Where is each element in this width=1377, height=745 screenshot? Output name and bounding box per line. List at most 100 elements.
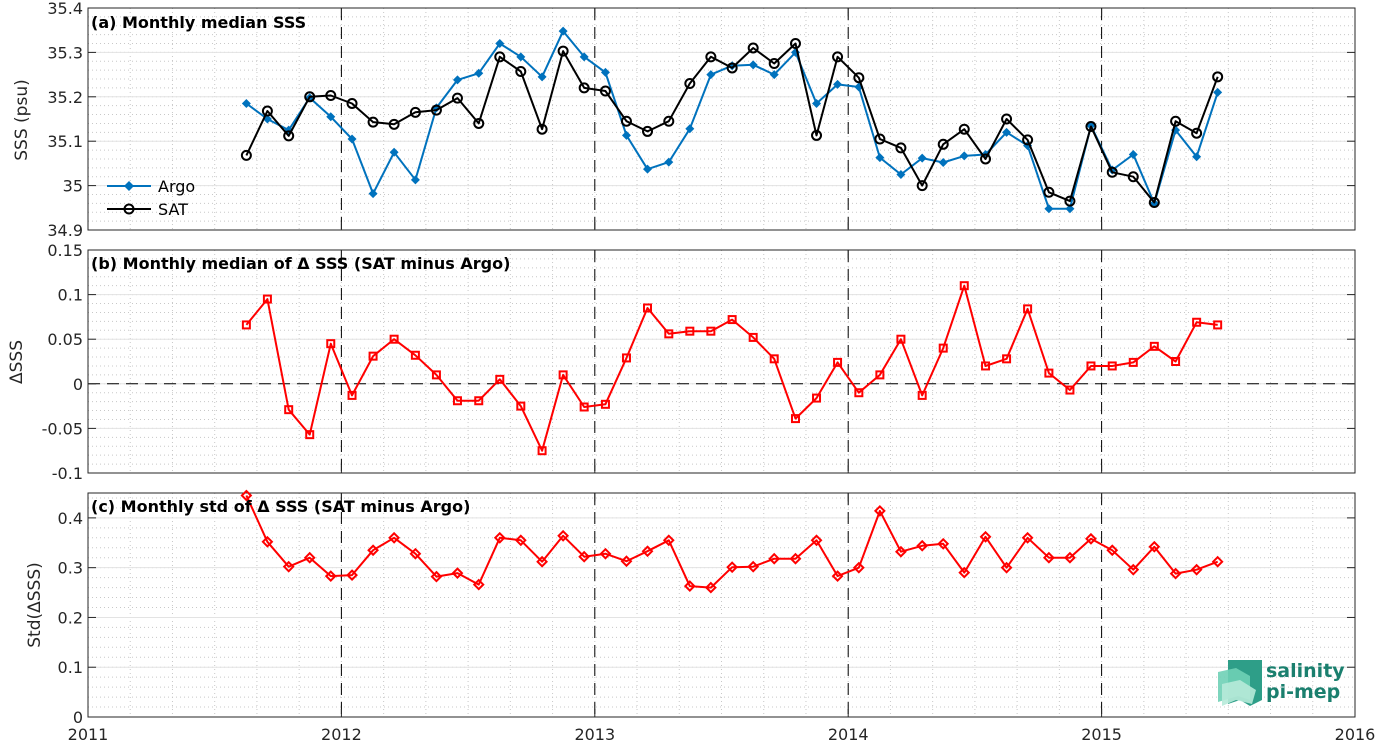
data-point (409, 106, 421, 118)
data-point (1065, 204, 1075, 214)
logo-text-pi-mep: pi-mep (1266, 681, 1340, 703)
data-point (812, 393, 822, 403)
data-point (979, 530, 992, 543)
data-point (1064, 551, 1076, 564)
data-point (896, 170, 906, 179)
data-point (1171, 357, 1181, 366)
data-point (1170, 115, 1182, 127)
data-point (1190, 563, 1203, 576)
x-tick-label: 2015 (1081, 725, 1122, 744)
data-point (937, 138, 949, 150)
y-tick-label: 35.4 (47, 0, 83, 18)
data-point (958, 123, 970, 135)
data-point (726, 62, 738, 74)
panel-c-title: (c) Monthly std of Δ SSS (SAT minus Argo… (91, 497, 470, 516)
data-point (1044, 204, 1054, 214)
data-point (600, 67, 610, 77)
data-point (981, 361, 991, 371)
data-point (812, 98, 822, 108)
data-point (831, 570, 844, 583)
data-point (599, 85, 611, 97)
data-point (1023, 304, 1033, 314)
data-point (282, 560, 295, 573)
data-point (663, 115, 675, 127)
data-point (1212, 71, 1224, 83)
data-point (1044, 368, 1054, 378)
data-point (854, 388, 864, 398)
data-point (790, 414, 800, 424)
data-point (579, 52, 589, 62)
x-tick-label: 2012 (321, 725, 362, 744)
data-point (1002, 127, 1012, 137)
data-point (705, 51, 717, 63)
data-point (305, 430, 315, 440)
data-point (537, 72, 547, 82)
data-point (874, 133, 886, 145)
data-point (536, 555, 549, 568)
data-point (1002, 354, 1012, 364)
data-point (368, 189, 378, 199)
data-point (833, 79, 843, 89)
data-point (1000, 561, 1013, 574)
data-point (621, 353, 631, 363)
data-point (937, 537, 950, 550)
data-point (304, 91, 316, 103)
y-tick-label: 0.3 (58, 559, 83, 578)
data-point (324, 570, 337, 583)
data-point (1192, 152, 1202, 162)
y-tick-label: 0.05 (47, 330, 83, 349)
x-tick-label: 2011 (68, 725, 109, 744)
data-point (683, 580, 696, 592)
data-point (451, 567, 464, 580)
data-point (1021, 531, 1034, 544)
data-point (472, 578, 485, 591)
y-tick-label: 0.1 (58, 658, 83, 677)
data-point (240, 149, 252, 161)
data-point (769, 70, 779, 80)
data-point (430, 570, 443, 583)
x-tick-label: 2014 (828, 725, 869, 744)
x-tick-label: 2013 (574, 725, 615, 744)
data-point (557, 529, 570, 542)
data-point (1042, 551, 1055, 564)
data-point (916, 539, 929, 552)
legend-sat-label: SAT (158, 200, 188, 219)
panel-b-title: (b) Monthly median of Δ SSS (SAT minus A… (91, 254, 510, 273)
data-point (1128, 150, 1138, 160)
data-point (388, 531, 401, 544)
data-point (641, 545, 654, 558)
data-point (473, 117, 485, 129)
panel-c-std-delta-sss: 0 0.1 0.2 0.3 0.4 2011 2012 2013 2014 2015 2016 (58, 489, 1375, 744)
data-point (241, 98, 251, 108)
data-point (873, 505, 886, 517)
data-point (284, 405, 294, 415)
y-tick-label: -0.05 (42, 419, 83, 438)
data-point (1085, 532, 1097, 545)
data-point (558, 370, 568, 380)
data-point (1211, 555, 1224, 568)
data-point (1192, 317, 1202, 327)
data-point (346, 569, 358, 582)
axes-box (87, 7, 1356, 231)
data-point (938, 343, 948, 353)
legend-argo-marker (124, 181, 134, 191)
data-point (768, 552, 781, 565)
data-point (579, 402, 589, 412)
data-point (410, 350, 420, 360)
data-point (283, 130, 295, 142)
data-point (768, 58, 780, 69)
panel-a-ylabel: SSS (psu) (12, 79, 32, 160)
data-point (664, 329, 674, 339)
data-point (600, 399, 610, 409)
data-point (240, 489, 253, 502)
data-point (789, 38, 801, 50)
y-tick-label: -0.1 (52, 464, 83, 483)
panel-a-sss: 34.9 35 35.1 35.2 35.3 35.4 (47, 0, 1356, 240)
data-point (769, 354, 779, 364)
panel-c-ylabel: Std(ΔSSS) (25, 562, 45, 648)
data-point (1107, 361, 1117, 371)
data-point (726, 561, 739, 574)
data-point (704, 581, 717, 594)
data-point (474, 396, 484, 406)
data-point (368, 351, 378, 361)
